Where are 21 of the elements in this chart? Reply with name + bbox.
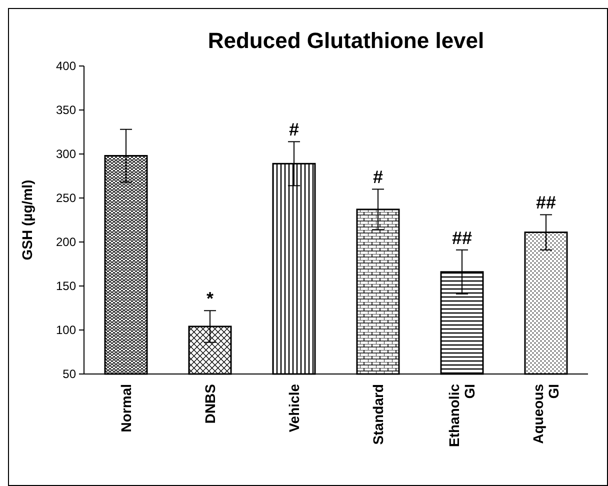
y-tick-label: 350: [56, 103, 76, 118]
x-tick-label: Ethanolic GI: [446, 384, 478, 448]
annotation: ##: [452, 228, 472, 248]
chart-title: Reduced Glutathione level: [208, 28, 484, 53]
y-tick-label: 400: [56, 59, 76, 74]
y-axis-title: GSH (µg/ml): [19, 180, 35, 260]
annotation: #: [372, 167, 384, 188]
y-tick-label: 50: [62, 367, 76, 382]
annotation: *: [206, 288, 214, 309]
x-tick-label: DNBS: [202, 384, 218, 424]
y-tick-label: 100: [56, 323, 76, 338]
x-tick-label: Normal: [118, 384, 134, 432]
y-tick-label: 250: [56, 191, 76, 206]
x-tick-label: Standard: [370, 384, 386, 445]
annotation: ##: [536, 192, 556, 213]
x-tick-label: Aqueous GI: [530, 384, 562, 444]
x-tick-label: Vehicle: [286, 384, 302, 432]
y-tick-label: 200: [56, 235, 76, 250]
annotation: #: [288, 120, 300, 140]
y-tick-label: 150: [56, 279, 76, 294]
y-tick-label: 300: [56, 147, 76, 162]
